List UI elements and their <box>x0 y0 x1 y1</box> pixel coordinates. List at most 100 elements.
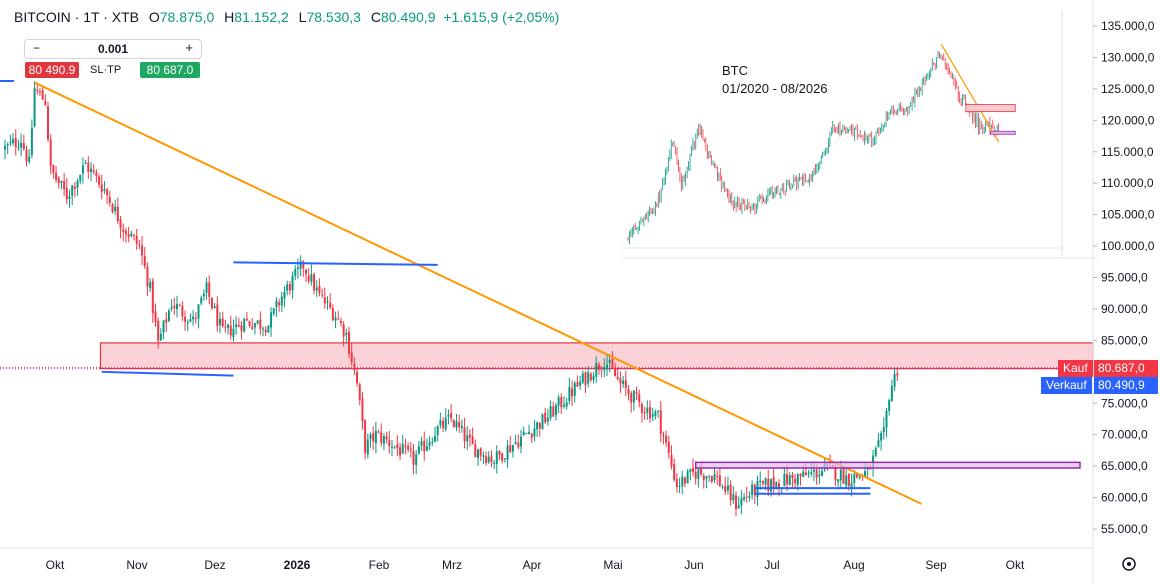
candle-body <box>542 414 544 429</box>
candle-body <box>654 412 656 416</box>
candle-body <box>77 181 79 188</box>
quantity-stepper[interactable]: − 0.001 + <box>24 39 202 59</box>
close-label: C <box>371 9 381 25</box>
candle-body <box>652 414 654 417</box>
candle-body <box>625 380 627 388</box>
candle-body <box>472 437 474 445</box>
candle-body <box>808 473 810 474</box>
candle-body <box>316 288 318 291</box>
candle-body <box>58 178 60 183</box>
candle-body <box>198 304 200 318</box>
candle-body <box>60 181 62 183</box>
candle-body <box>17 147 19 148</box>
candle-body <box>109 197 111 203</box>
candle-body <box>50 140 52 166</box>
candle-body <box>120 220 122 229</box>
quantity-plus-button[interactable]: + <box>185 40 193 55</box>
candle-body <box>136 236 138 244</box>
candle-body <box>531 434 533 438</box>
candle-body <box>337 319 339 320</box>
candle-body <box>490 456 492 462</box>
candle-body <box>671 455 673 466</box>
candle-body <box>431 442 433 443</box>
candle-body <box>128 234 130 237</box>
candle-body <box>566 402 568 406</box>
candle-body <box>789 475 791 485</box>
x-tick-label: Jun <box>684 558 703 572</box>
sell-button[interactable]: 80 490.9 <box>25 62 79 78</box>
candle-body <box>257 320 259 323</box>
candle-body <box>125 231 127 235</box>
candle-body <box>399 447 401 455</box>
candle-body <box>550 406 552 418</box>
candle-body <box>611 359 613 368</box>
candle-body <box>590 374 592 380</box>
y-tick-label: 125.000,0 <box>1101 82 1155 96</box>
candle-body <box>152 281 154 313</box>
candle-body <box>676 479 678 487</box>
candle-body <box>748 496 750 497</box>
buy-button[interactable]: 80 687.0 <box>140 62 200 78</box>
candle-body <box>359 385 361 400</box>
candle-body <box>759 481 761 482</box>
candle-body <box>660 410 662 433</box>
candle-body <box>442 421 444 428</box>
candle-body <box>192 316 194 319</box>
candle-body <box>235 324 237 327</box>
candle-body <box>20 143 22 148</box>
candle-body <box>493 463 495 464</box>
candle-body <box>289 284 291 290</box>
y-tick-label: 130.000,0 <box>1101 50 1155 64</box>
candle-body <box>168 310 170 321</box>
candle-body <box>254 323 256 327</box>
candle-body <box>719 475 721 486</box>
candle-body <box>284 292 286 298</box>
candle-body <box>813 470 815 472</box>
candle-body <box>504 458 506 459</box>
change-value: +1.615,9 (+2,05%) <box>443 9 559 25</box>
candle-body <box>413 451 415 465</box>
candle-body <box>891 386 893 401</box>
candle-body <box>743 497 745 500</box>
inset-box <box>991 131 1016 134</box>
candle-body <box>456 421 458 427</box>
candle-body <box>203 294 205 297</box>
candle-body <box>69 196 71 199</box>
candle-body <box>407 446 409 450</box>
candle-body <box>555 405 557 415</box>
candle-body <box>746 497 748 498</box>
candle-body <box>429 442 431 446</box>
candle-body <box>762 481 764 483</box>
candle-body <box>273 308 275 313</box>
candle-body <box>348 332 350 354</box>
candle-body <box>579 382 581 386</box>
candle-body <box>888 400 890 411</box>
candle-body <box>800 474 802 476</box>
sl-tp-button[interactable]: SL·TP <box>90 64 121 76</box>
quantity-value[interactable]: 0.001 <box>25 42 201 56</box>
candle-body <box>243 319 245 332</box>
candle-body <box>195 318 197 319</box>
candle-body <box>568 387 570 401</box>
candle-body <box>837 479 839 482</box>
candle-body <box>206 282 208 293</box>
candle-body <box>469 434 471 437</box>
candle-body <box>783 474 785 486</box>
candle-body <box>367 439 369 454</box>
candle-body <box>176 304 178 309</box>
candle-body <box>886 411 888 428</box>
candle-body <box>848 474 850 486</box>
candle-body <box>794 479 796 483</box>
candle-body <box>668 442 670 453</box>
candle-body <box>585 372 587 385</box>
candle-body <box>249 321 251 326</box>
x-tick-label: Aug <box>843 558 864 572</box>
candle-body <box>370 435 372 439</box>
candle-body <box>364 420 366 453</box>
candle-body <box>732 494 734 500</box>
candle-body <box>722 487 724 488</box>
candle-body <box>770 479 772 491</box>
candle-body <box>324 297 326 303</box>
horizontal-level-line <box>233 262 437 265</box>
